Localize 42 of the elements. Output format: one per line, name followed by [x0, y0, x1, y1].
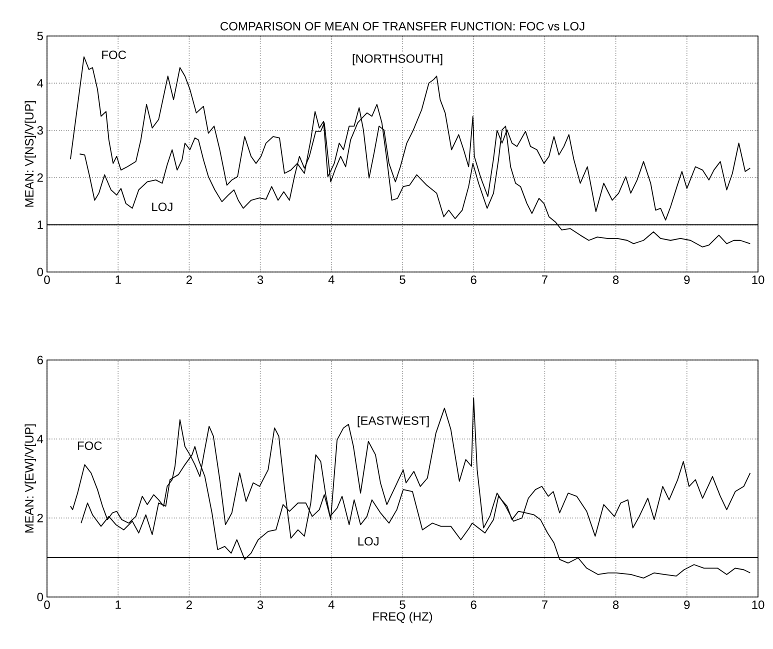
series-label: LOJ: [358, 537, 378, 546]
x-tick-label: 5: [400, 276, 406, 284]
x-tick-label: 9: [684, 600, 690, 610]
x-tick-label: 6: [470, 600, 476, 610]
x-tick-label: 7: [542, 600, 548, 609]
y-tick-label: 4: [37, 79, 44, 88]
annotation: [NORTHSOUTH]: [352, 54, 442, 66]
x-tick-label: 10: [752, 276, 764, 284]
y-tick-label: 5: [37, 32, 43, 40]
y-axis-title: MEAN: V[EW]/V[UP]: [24, 424, 36, 533]
y-tick-label: 4: [37, 434, 44, 444]
chart-title: COMPARISON OF MEAN OF TRANSFER FUNCTION: FOC vs LOJ: [220, 22, 584, 30]
series-label: FOC: [102, 50, 126, 60]
series-label: FOC: [78, 441, 102, 450]
x-axis-title: FREQ (HZ): [373, 612, 432, 624]
x-tick-label: 7: [542, 276, 548, 284]
y-tick-label: 2: [37, 173, 43, 182]
x-tick-label: 6: [470, 276, 476, 284]
x-tick-label: 8: [612, 276, 619, 284]
y-tick-label: 3: [37, 126, 43, 135]
x-tick-label: 10: [752, 600, 764, 610]
series-label: LOJ: [152, 202, 172, 212]
x-tick-label: 9: [684, 276, 690, 284]
y-tick-label: 0: [37, 268, 44, 276]
x-tick-label: 1: [116, 276, 121, 284]
x-tick-label: 0: [44, 276, 50, 284]
x-tick-label: 4: [328, 276, 334, 284]
y-tick-label: 1: [38, 220, 43, 229]
x-tick-label: 0: [44, 600, 50, 610]
annotation: [EASTWEST]: [358, 416, 429, 428]
x-tick-label: 4: [328, 600, 334, 609]
x-tick-label: 1: [116, 600, 121, 609]
x-tick-label: 3: [257, 276, 264, 284]
x-tick-label: 2: [186, 600, 192, 609]
y-tick-label: 0: [37, 592, 44, 602]
y-tick-label: 6: [37, 356, 43, 364]
y-axis-title: MEAN: V[NS]/V[UP]: [24, 101, 36, 207]
y-tick-label: 2: [37, 514, 43, 522]
x-tick-label: 3: [257, 600, 264, 610]
x-tick-label: 5: [400, 600, 406, 609]
x-tick-label: 2: [186, 276, 192, 284]
x-tick-label: 8: [612, 600, 619, 610]
